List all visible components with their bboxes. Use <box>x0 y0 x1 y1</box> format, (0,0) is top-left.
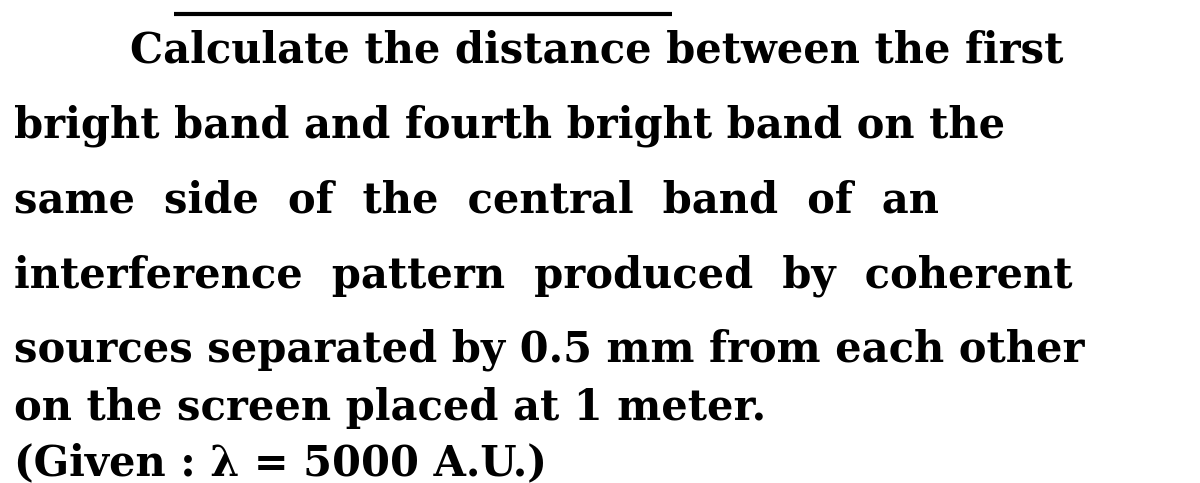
Text: Calculate the distance between the first: Calculate the distance between the first <box>14 30 1063 71</box>
Text: sources separated by 0.5 mm from each other: sources separated by 0.5 mm from each ot… <box>14 329 1085 371</box>
Text: on the screen placed at 1 meter.: on the screen placed at 1 meter. <box>14 387 767 429</box>
Text: same  side  of  the  central  band  of  an: same side of the central band of an <box>14 180 940 221</box>
Text: (Given : λ = 5000 A.U.): (Given : λ = 5000 A.U.) <box>14 443 547 483</box>
Text: interference  pattern  produced  by  coherent: interference pattern produced by coheren… <box>14 254 1073 297</box>
Text: bright band and fourth bright band on the: bright band and fourth bright band on th… <box>14 104 1006 147</box>
